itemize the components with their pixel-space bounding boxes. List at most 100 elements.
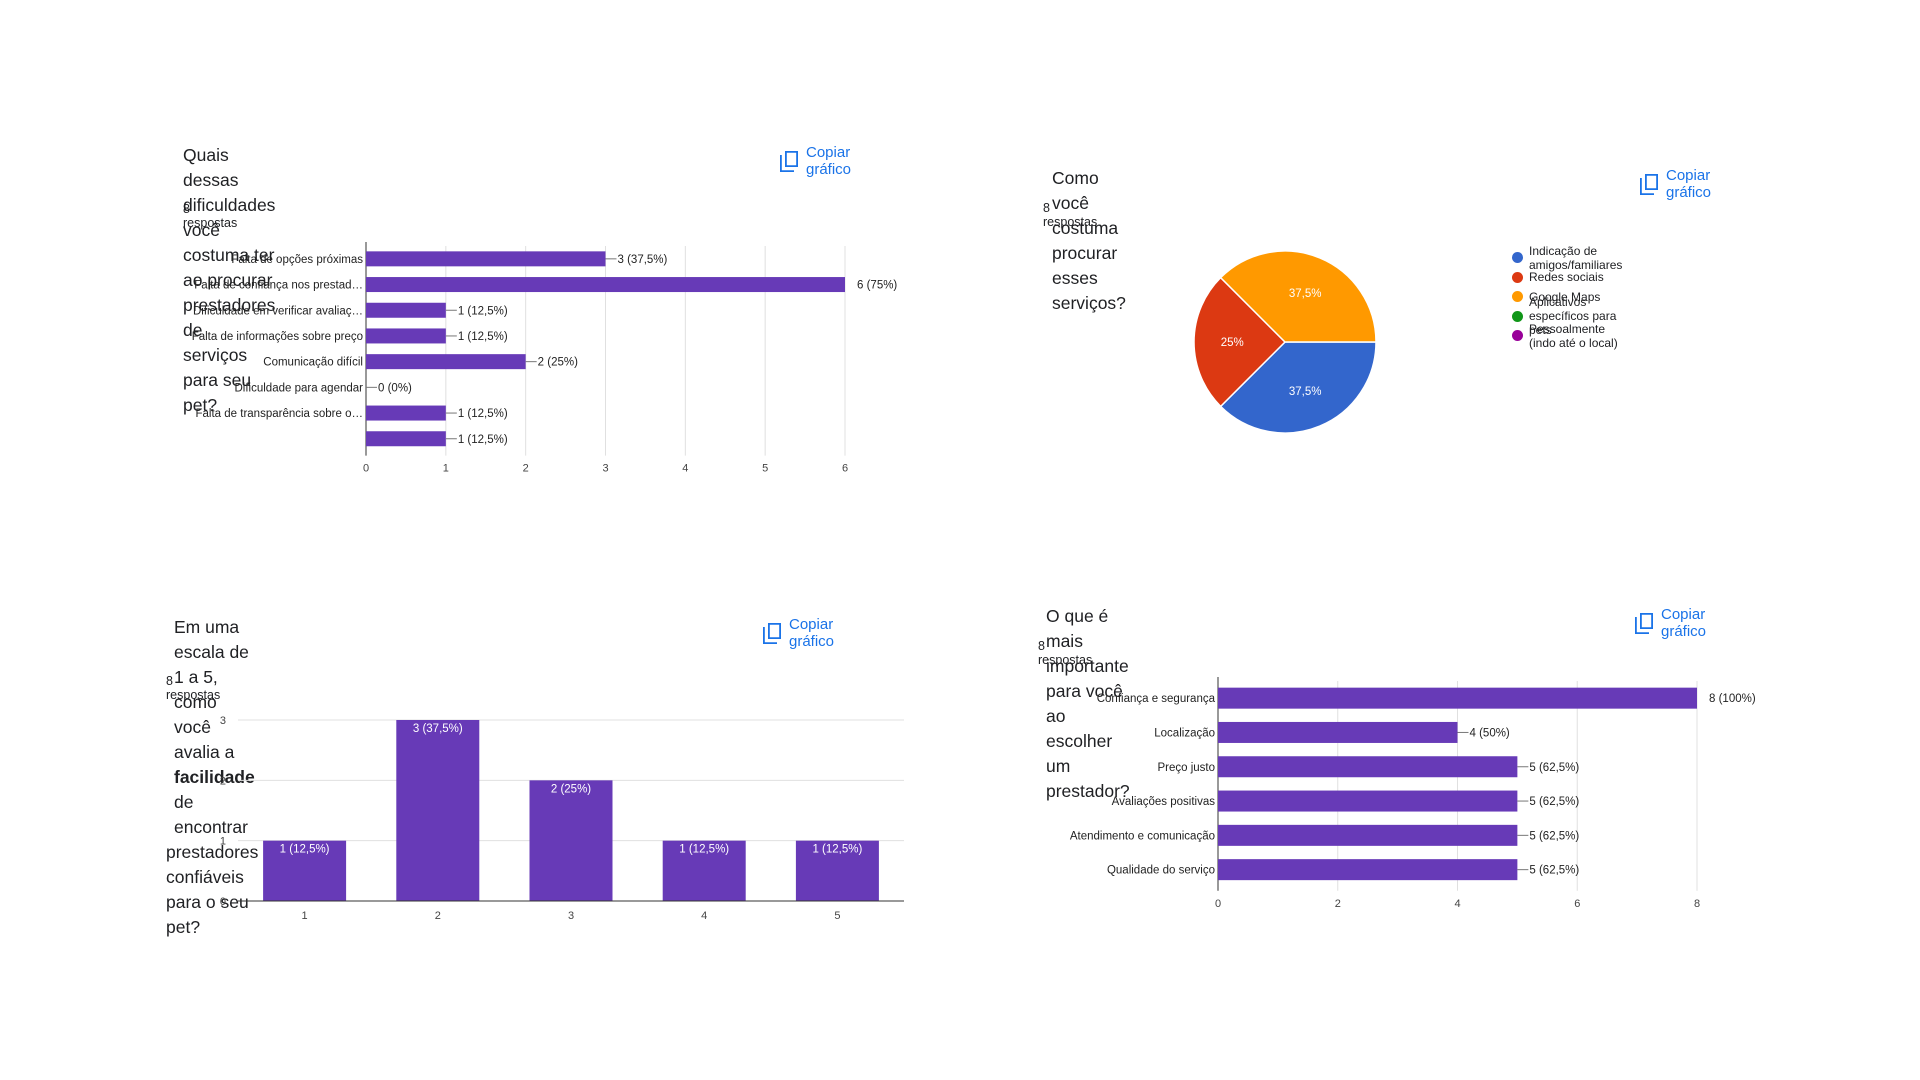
- x-tick-label: 5: [834, 910, 840, 922]
- legend-swatch: [1512, 310, 1523, 322]
- data-label: 1 (12,5%): [458, 305, 508, 317]
- pie-slice: [1193, 276, 1287, 408]
- legend-item: Pessoalmente (indo até o local): [1512, 322, 1622, 350]
- category-label: Dificuldade em verificar avaliaç…: [193, 305, 363, 317]
- data-label: 1 (12,5%): [458, 331, 508, 343]
- x-tick-label: 1: [302, 910, 308, 922]
- legend-item: Indicação de amigos/familiares: [1512, 244, 1622, 272]
- bar: [366, 277, 845, 293]
- chart-priorities: 0 2 4 6 8 Confiança e segurança 8 (100%) Locali…: [1070, 677, 1756, 910]
- data-label: 2 (25%): [538, 357, 578, 369]
- copy-chart-button[interactable]: Copiar gráfico: [1635, 606, 1706, 640]
- x-tick-label: 3: [602, 463, 608, 475]
- legend-swatch: [1512, 291, 1523, 303]
- category-label: Qualidade do serviço: [1107, 865, 1215, 877]
- data-label: 5 (62,5%): [1529, 865, 1579, 877]
- category-label: Comunicação difícil: [263, 357, 363, 369]
- bar: [366, 354, 526, 370]
- legend-item: Redes sociais: [1512, 268, 1622, 288]
- category-label: Preço justo: [1157, 762, 1215, 774]
- x-tick-label: 0: [1215, 898, 1221, 910]
- copy-chart-label: Copiar gráfico: [1666, 167, 1712, 201]
- copy-icon: [1635, 612, 1653, 634]
- x-tick-label: 2: [1335, 898, 1341, 910]
- y-tick-label: 3: [220, 715, 226, 727]
- x-tick-label: 3: [568, 910, 574, 922]
- slice-label: 37,5%: [1289, 386, 1322, 398]
- legend-swatch: [1512, 271, 1523, 283]
- chart-ease-rating: 0 1 2 3 1 (12,5%) 1 3 (37,5%) 2 2 (25%) 3 1 (12,5%…: [220, 715, 904, 922]
- bar: [1218, 721, 1458, 743]
- x-tick-label: 0: [363, 463, 369, 475]
- chart-search-methods: 37,5% 25% 37,5%: [1193, 250, 1377, 434]
- category-label: Falta de transparência sobre o…: [196, 408, 363, 420]
- copy-chart-label: Copiar gráfico: [789, 616, 835, 650]
- question-title: Quais dessas dificuldades você costuma t…: [183, 143, 275, 418]
- question-title: Em uma escala de 1 a 5, como você avalia…: [166, 615, 258, 940]
- data-label: 5 (62,5%): [1529, 830, 1579, 842]
- title-text: Em uma escala de 1 a 5, como você avalia…: [174, 617, 249, 762]
- bar: [366, 302, 446, 318]
- data-label: 2 (25%): [551, 783, 591, 795]
- question-title-line: serviços para seu pet?: [183, 345, 252, 415]
- question-title-line: prestadores confiáveis para o seu pet?: [166, 842, 259, 937]
- data-label: 1 (12,5%): [458, 434, 508, 446]
- title-text: de encontrar: [174, 792, 248, 837]
- x-tick-label: 5: [762, 463, 768, 475]
- x-tick-label: 4: [682, 463, 688, 475]
- category-label: Avaliações positivas: [1112, 796, 1216, 808]
- x-tick-label: 4: [701, 910, 707, 922]
- category-label: Atendimento e comunicação: [1070, 830, 1215, 842]
- bar: [263, 840, 347, 901]
- legend-item: Aplicativos específicos para pets: [1512, 295, 1622, 337]
- legend-swatch: [1512, 330, 1523, 342]
- x-tick-label: 4: [1454, 898, 1460, 910]
- response-count: 8 respostas: [166, 674, 221, 702]
- bar: [366, 328, 446, 344]
- copy-chart-label: Copiar gráfico: [1661, 606, 1707, 640]
- legend-label: Aplicativos específicos para pets: [1529, 295, 1617, 338]
- legend-swatch: [1512, 252, 1523, 264]
- legend-label: Pessoalmente (indo até o local): [1529, 321, 1618, 350]
- chart-difficulties: 0 1 2 3 4 5 6 Falta de opções próximas 3 (37,5%)…: [192, 242, 897, 475]
- chart-legend: Indicação de amigos/familiares Redes soci…: [1512, 244, 1622, 350]
- category-label: Dificuldade para agendar: [234, 382, 363, 394]
- bar: [396, 720, 480, 901]
- y-tick-label: 0: [220, 896, 226, 908]
- bar: [366, 251, 606, 267]
- data-label: 5 (62,5%): [1529, 762, 1579, 774]
- bar: [1218, 824, 1518, 846]
- copy-chart-button[interactable]: Copiar gráfico: [763, 616, 834, 650]
- copy-chart-label: Copiar gráfico: [806, 144, 852, 178]
- copy-chart-button[interactable]: Copiar gráfico: [1640, 167, 1711, 201]
- x-tick-label: 6: [1574, 898, 1580, 910]
- bar: [529, 780, 613, 901]
- data-label: 1 (12,5%): [679, 844, 729, 856]
- question-title: O que é mais importante para você ao esc…: [1046, 604, 1130, 804]
- question-title-line: Em uma escala de 1 a 5, como você avalia…: [166, 615, 258, 840]
- pie-slice: [1219, 341, 1377, 434]
- copy-chart-button[interactable]: Copiar gráfico: [780, 144, 851, 178]
- legend-item: Google Maps: [1512, 287, 1622, 307]
- question-title-line: Como você costuma procurar esses serviço…: [1052, 168, 1126, 313]
- bar: [1218, 790, 1518, 812]
- bar: [1218, 859, 1518, 881]
- title-bold: facilidade: [174, 767, 255, 787]
- bar: [366, 431, 446, 447]
- bar: [662, 840, 746, 901]
- data-label: 5 (62,5%): [1529, 796, 1579, 808]
- x-tick-label: 6: [842, 463, 848, 475]
- data-label: 0 (0%): [378, 382, 412, 394]
- data-label: 3 (37,5%): [413, 723, 463, 735]
- category-label: Falta de opções próximas: [231, 254, 363, 266]
- question-title-line: Quais dessas dificuldades você costuma t…: [183, 145, 276, 340]
- response-count: 8 respostas: [183, 202, 238, 230]
- x-tick-label: 1: [443, 463, 449, 475]
- y-tick-label: 1: [220, 836, 226, 848]
- data-label: 4 (50%): [1470, 727, 1510, 739]
- bar: [366, 405, 446, 421]
- data-label: 6 (75%): [857, 280, 897, 292]
- legend-label: Indicação de amigos/familiares: [1529, 243, 1623, 272]
- x-tick-label: 2: [523, 463, 529, 475]
- legend-label: Redes sociais: [1529, 270, 1604, 285]
